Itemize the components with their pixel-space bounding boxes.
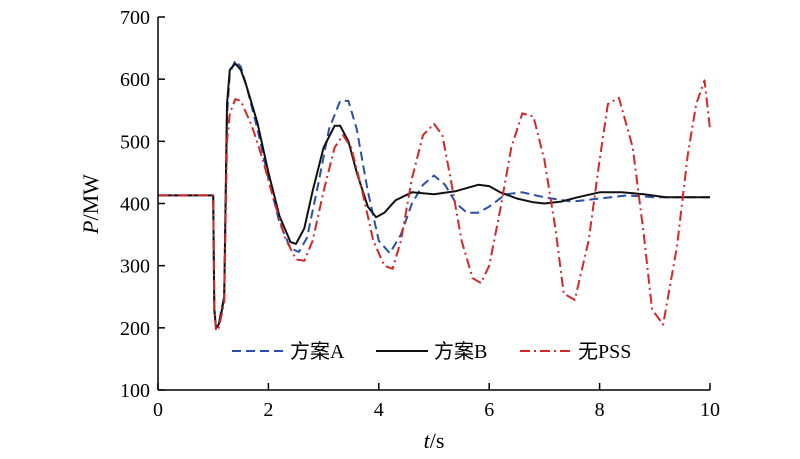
y-tick-label: 500 <box>120 131 150 153</box>
series-line-3 <box>158 79 711 332</box>
y-axis-unit: /MW <box>78 174 103 221</box>
legend-label-2: 方案B <box>434 340 487 363</box>
x-tick-label: 4 <box>374 399 384 421</box>
y-tick-label: 700 <box>120 7 150 29</box>
ticks-layer: 0 2 4 6 8 10 100 200 300 400 500 600 700 <box>120 7 720 421</box>
x-tick-label: 6 <box>484 399 494 421</box>
y-tick-label: 200 <box>120 318 150 340</box>
x-tick-label: 8 <box>595 399 605 421</box>
y-tick-label: 300 <box>120 256 150 278</box>
series-layer <box>158 59 711 332</box>
legend-label-1: 方案A <box>290 340 345 363</box>
y-tick-label: 400 <box>120 194 150 216</box>
x-tick-label: 0 <box>153 399 163 421</box>
x-tick-label: 10 <box>700 399 720 421</box>
legend-label-3: 无PSS <box>578 341 631 363</box>
y-axis-variable: P <box>78 221 103 235</box>
y-tick-label: 100 <box>120 380 150 402</box>
legend: 方案A 方案B 无PSS <box>232 340 631 363</box>
x-axis-unit: /s <box>430 428 445 453</box>
series-line-2 <box>158 62 710 329</box>
x-tick-label: 2 <box>263 399 273 421</box>
x-axis-title: t/s <box>424 428 445 453</box>
x-axis-variable: t <box>424 428 431 453</box>
y-axis-title: P/MW <box>78 174 103 235</box>
y-tick-label: 600 <box>120 69 150 91</box>
axes-layer <box>157 17 710 391</box>
